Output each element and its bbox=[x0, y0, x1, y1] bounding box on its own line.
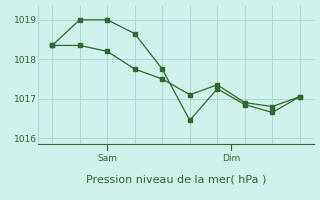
Text: Sam: Sam bbox=[97, 154, 117, 163]
Text: Pression niveau de la mer( hPa ): Pression niveau de la mer( hPa ) bbox=[86, 174, 266, 184]
Text: Dim: Dim bbox=[222, 154, 240, 163]
